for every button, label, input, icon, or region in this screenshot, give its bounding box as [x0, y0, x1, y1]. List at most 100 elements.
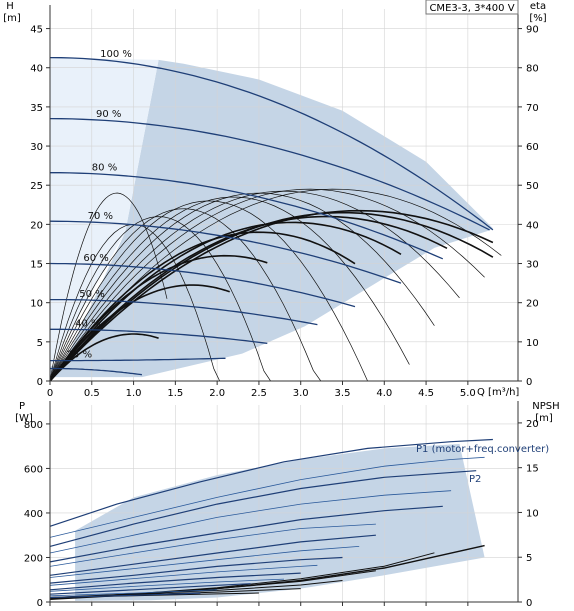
y-left-unit: [m] [3, 13, 21, 24]
y-left-tick-label: 10 [30, 299, 43, 310]
operating-region [50, 59, 493, 378]
y-right-tick-label: 20 [526, 299, 539, 310]
y-right-tick-label: 0 [526, 377, 532, 388]
x-tick-label: 1.5 [167, 388, 183, 399]
y-left-tick-label-bottom: 800 [24, 420, 43, 431]
head-curve-label: 100 % [100, 49, 132, 60]
head-curve-5 [49, 262, 356, 308]
y-left-title-bottom: P [19, 401, 25, 412]
y-left-tick-label: 15 [30, 260, 43, 271]
y-right-unit: [%] [529, 13, 546, 24]
p1-curve-8 [49, 592, 201, 599]
x-tick-label: 5.0 [460, 388, 476, 399]
p2-curve-4 [49, 546, 360, 578]
x-tick-label: 4.0 [376, 388, 392, 399]
y-left-tick-label-bottom: 0 [37, 598, 43, 609]
eta-curve-4 [49, 192, 435, 382]
y-left-title: H [6, 1, 14, 12]
y-right-unit-bottom: [m] [535, 413, 553, 424]
head-eta-panel: 100 % 90 % 80 % 70 % 60 % 50 % 40 % 25 % 0 0.5 1.… [3, 0, 547, 399]
operating-region-light [50, 57, 159, 367]
eta-curve-3 [49, 190, 460, 382]
x-tick-label: 0 [47, 388, 53, 399]
x-axis-title: Q [m³/h] [477, 387, 519, 398]
p1-curve-7 [49, 583, 251, 595]
eta-curve-18 [49, 333, 159, 382]
p1-curve-5 [49, 556, 343, 584]
x-tick-label: 2.5 [251, 388, 267, 399]
y-left-tick-label-bottom: 200 [24, 553, 43, 564]
x-tick-label: 3.0 [293, 388, 309, 399]
p1-curve-3 [49, 505, 443, 563]
head-curve-8 [50, 357, 226, 362]
head-curve-label: 25 % [67, 350, 92, 361]
y-left-tick-label: 0 [37, 377, 43, 388]
head-curve-label: 50 % [79, 289, 104, 300]
x-tick-label: 0.5 [84, 388, 100, 399]
eta-curve-16 [49, 254, 268, 382]
p2-curve-1 [49, 456, 485, 538]
p1-curve-2 [49, 470, 477, 547]
head-curve-label: 40 % [75, 319, 100, 330]
y-right-title-bottom: NPSH [532, 401, 559, 412]
y-right-tick-label: 90 [526, 25, 539, 36]
p2-annotation: P2 [469, 474, 481, 485]
head-curve-7 [50, 328, 268, 345]
y-left-tick-label: 45 [30, 25, 43, 36]
eta-curve-7 [49, 208, 351, 382]
p1-curve-1 [49, 438, 493, 527]
x-tick-label: 1.0 [126, 388, 142, 399]
eta-curve-2 [49, 188, 485, 382]
head-curve-label: 80 % [92, 163, 117, 174]
eta-curve-5 [49, 196, 410, 382]
y-right-tick-label-bottom: 15 [526, 464, 539, 475]
head-curve-2 [49, 117, 490, 231]
p1-curve-4 [49, 534, 376, 576]
p2-curve-7 [49, 589, 218, 597]
y-right-tick-label-bottom: 0 [526, 598, 532, 609]
y-left-tick-label: 20 [30, 220, 43, 231]
y-left-tick-label: 35 [30, 103, 43, 114]
head-curve-label: 70 % [88, 211, 113, 222]
y-right-tick-label: 40 [526, 220, 539, 231]
head-curve-1 [49, 56, 494, 231]
eta-curve-6 [49, 200, 385, 382]
power-npsh-panel: 0 200 400 600 800 0 5 10 15 20 P [W] NPSH [m] P1 … [15, 401, 560, 609]
eta-curve-17 [49, 284, 230, 382]
p2-curve-3 [49, 523, 376, 567]
p1-annotation: P1 (motor+freq.converter) [416, 444, 549, 455]
model-badge: CME3-3, 3*400 V [429, 3, 514, 14]
x-tick-label: 2.0 [209, 388, 225, 399]
y-left-tick-label: 30 [30, 142, 43, 153]
y-right-title: eta [530, 1, 546, 12]
y-right-tick-label-bottom: 5 [526, 553, 532, 564]
y-right-tick-label: 80 [526, 64, 539, 75]
y-right-tick-label: 10 [526, 338, 539, 349]
p2-curve-2 [49, 490, 452, 554]
head-curve-4 [49, 220, 402, 284]
npsh-curve-4 [49, 580, 343, 598]
y-right-tick-label: 60 [526, 142, 539, 153]
y-right-tick-label-bottom: 10 [526, 508, 539, 519]
head-curve-label: 90 % [96, 109, 121, 120]
x-tick-label: 4.5 [418, 388, 434, 399]
p1-curve-6 [49, 572, 301, 591]
y-left-tick-label-bottom: 400 [24, 509, 43, 520]
p2-curve-5 [49, 564, 318, 586]
eta-curve-10 [49, 192, 168, 382]
y-left-tick-label-bottom: 600 [24, 464, 43, 475]
p2-curve-6 [49, 578, 285, 592]
y-right-tick-label: 70 [526, 103, 539, 114]
y-left-tick-label: 25 [30, 181, 43, 192]
y-left-unit-bottom: [W] [15, 413, 33, 424]
y-left-tick-label: 5 [37, 338, 43, 349]
model-badge-box [425, 0, 519, 15]
head-curve-3 [50, 172, 444, 260]
y-right-tick-label-bottom: 20 [526, 419, 539, 430]
eta-curve-14 [49, 221, 402, 382]
y-right-tick-label: 30 [526, 260, 539, 271]
head-curve-9 [50, 367, 142, 376]
head-curve-6 [50, 298, 318, 326]
y-left-tick-label: 40 [30, 64, 43, 75]
